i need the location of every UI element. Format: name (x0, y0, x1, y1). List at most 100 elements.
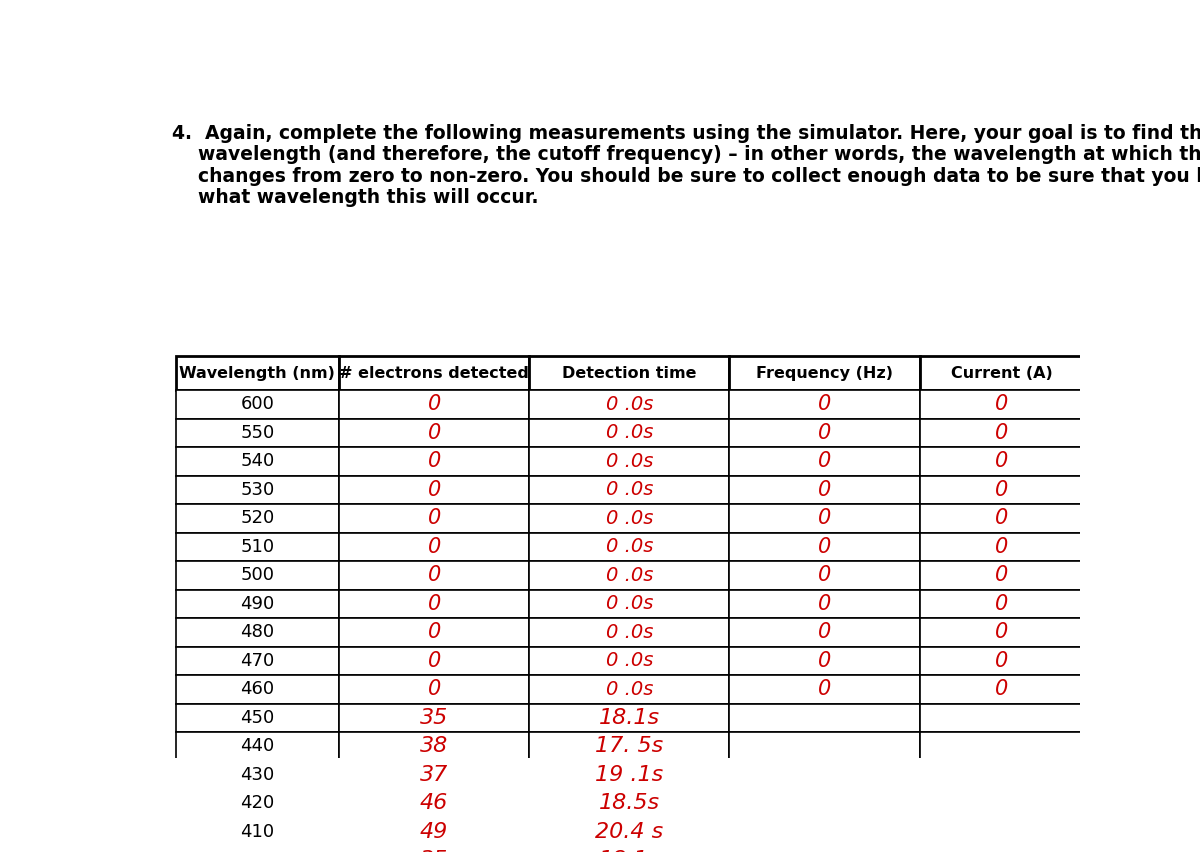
Text: 480: 480 (240, 624, 275, 642)
Bar (338, 418, 529, 447)
Bar (176, 504, 338, 532)
Text: # electrons detected: # electrons detected (340, 366, 529, 381)
Bar (529, 447, 730, 475)
Bar (529, 789, 730, 818)
Bar (338, 590, 529, 619)
Bar (730, 561, 920, 590)
Text: 0: 0 (995, 679, 1008, 699)
Bar (920, 846, 1082, 852)
Text: 37: 37 (420, 765, 449, 785)
Bar (529, 532, 730, 561)
Bar (920, 390, 1082, 418)
Bar (338, 475, 529, 504)
Bar (730, 818, 920, 846)
Bar (338, 447, 529, 475)
Text: 17. 5s: 17. 5s (595, 736, 664, 757)
Bar (529, 356, 730, 390)
Bar (920, 356, 1082, 390)
Bar (920, 647, 1082, 675)
Text: 0: 0 (427, 679, 440, 699)
Bar (529, 475, 730, 504)
Text: 0: 0 (995, 651, 1008, 671)
Bar (920, 447, 1082, 475)
Text: 0: 0 (427, 423, 440, 443)
Bar (730, 732, 920, 761)
Text: 0: 0 (818, 394, 832, 414)
Bar (338, 789, 529, 818)
Bar (920, 619, 1082, 647)
Text: 600: 600 (240, 395, 275, 413)
Bar (176, 647, 338, 675)
Bar (338, 619, 529, 647)
Bar (920, 532, 1082, 561)
Bar (338, 504, 529, 532)
Bar (176, 704, 338, 732)
Text: 0 .0s: 0 .0s (606, 623, 653, 642)
Text: 0: 0 (427, 394, 440, 414)
Bar (730, 390, 920, 418)
Bar (730, 704, 920, 732)
Text: 49: 49 (420, 822, 449, 842)
Text: 530: 530 (240, 481, 275, 499)
Text: 0 .0s: 0 .0s (606, 395, 653, 414)
Bar (176, 447, 338, 475)
Text: 460: 460 (240, 681, 275, 699)
Bar (920, 789, 1082, 818)
Bar (338, 532, 529, 561)
Text: 550: 550 (240, 424, 275, 442)
Bar (529, 504, 730, 532)
Text: 0 .0s: 0 .0s (606, 652, 653, 671)
Bar (176, 532, 338, 561)
Text: 18.1s: 18.1s (599, 850, 660, 852)
Text: 0: 0 (818, 622, 832, 642)
Bar (338, 732, 529, 761)
Bar (730, 475, 920, 504)
Bar (529, 418, 730, 447)
Text: 0: 0 (995, 622, 1008, 642)
Text: 0: 0 (995, 423, 1008, 443)
Text: changes from zero to non-zero. You should be sure to collect enough data to be s: changes from zero to non-zero. You shoul… (172, 167, 1200, 186)
Bar (338, 561, 529, 590)
Text: 0: 0 (818, 679, 832, 699)
Bar (176, 761, 338, 789)
Text: 0: 0 (995, 394, 1008, 414)
Text: 20.4 s: 20.4 s (595, 822, 664, 842)
Text: Frequency (Hz): Frequency (Hz) (756, 366, 893, 381)
Text: 0: 0 (427, 537, 440, 557)
Text: 0 .0s: 0 .0s (606, 538, 653, 556)
Text: 0: 0 (995, 594, 1008, 614)
Text: 430: 430 (240, 766, 275, 784)
Text: 0 .0s: 0 .0s (606, 509, 653, 528)
Text: 470: 470 (240, 652, 275, 670)
Text: 520: 520 (240, 509, 275, 527)
Text: 0 .0s: 0 .0s (606, 481, 653, 499)
Text: 19 .1s: 19 .1s (595, 765, 664, 785)
Text: 0: 0 (427, 594, 440, 614)
Bar (920, 761, 1082, 789)
Text: Current (A): Current (A) (950, 366, 1052, 381)
Bar (338, 647, 529, 675)
Text: 0: 0 (818, 452, 832, 471)
Bar (338, 356, 529, 390)
Text: 0 .0s: 0 .0s (606, 680, 653, 699)
Text: 500: 500 (240, 567, 275, 584)
Text: 0: 0 (427, 651, 440, 671)
Text: 540: 540 (240, 452, 275, 470)
Bar (730, 789, 920, 818)
Text: 0 .0s: 0 .0s (606, 452, 653, 471)
Text: 0: 0 (427, 509, 440, 528)
Bar (920, 732, 1082, 761)
Bar (920, 475, 1082, 504)
Bar (176, 732, 338, 761)
Text: 0: 0 (995, 566, 1008, 585)
Bar (338, 704, 529, 732)
Text: 510: 510 (240, 538, 275, 556)
Text: 4.  Again, complete the following measurements using the simulator. Here, your g: 4. Again, complete the following measure… (172, 124, 1200, 143)
Text: 0: 0 (995, 537, 1008, 557)
Bar (920, 590, 1082, 619)
Text: 0: 0 (818, 423, 832, 443)
Text: 440: 440 (240, 737, 275, 756)
Bar (176, 818, 338, 846)
Text: 0: 0 (995, 452, 1008, 471)
Bar (730, 418, 920, 447)
